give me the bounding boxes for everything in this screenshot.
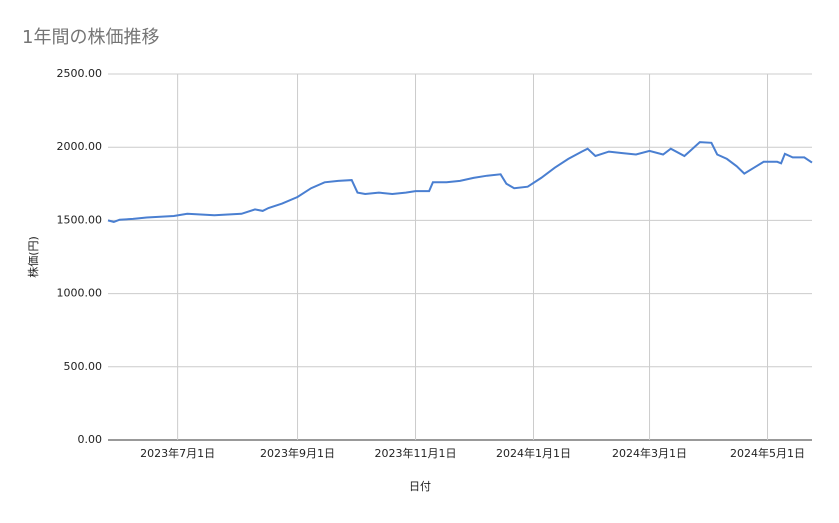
y-tick-label: 2500.00 — [57, 67, 103, 80]
x-tick-label: 2023年9月1日 — [260, 446, 335, 460]
chart-title: 1年間の株価推移 — [22, 27, 159, 48]
x-axis-label: 日付 — [409, 480, 431, 493]
x-tick-label: 2024年3月1日 — [612, 446, 687, 460]
y-tick-label: 2000.00 — [57, 140, 103, 153]
y-tick-label: 1000.00 — [57, 287, 103, 300]
y-axis-label: 株価(円) — [26, 236, 40, 278]
x-tick-label: 2023年7月1日 — [140, 446, 215, 460]
price-line — [107, 141, 813, 223]
y-tick-label: 500.00 — [64, 360, 103, 373]
x-tick-label: 2024年1月1日 — [496, 446, 571, 460]
y-tick-label: 1500.00 — [57, 213, 103, 226]
y-tick-label: 0.00 — [78, 433, 103, 446]
x-tick-label: 2024年5月1日 — [730, 446, 805, 460]
x-tick-label: 2023年11月1日 — [375, 446, 457, 460]
